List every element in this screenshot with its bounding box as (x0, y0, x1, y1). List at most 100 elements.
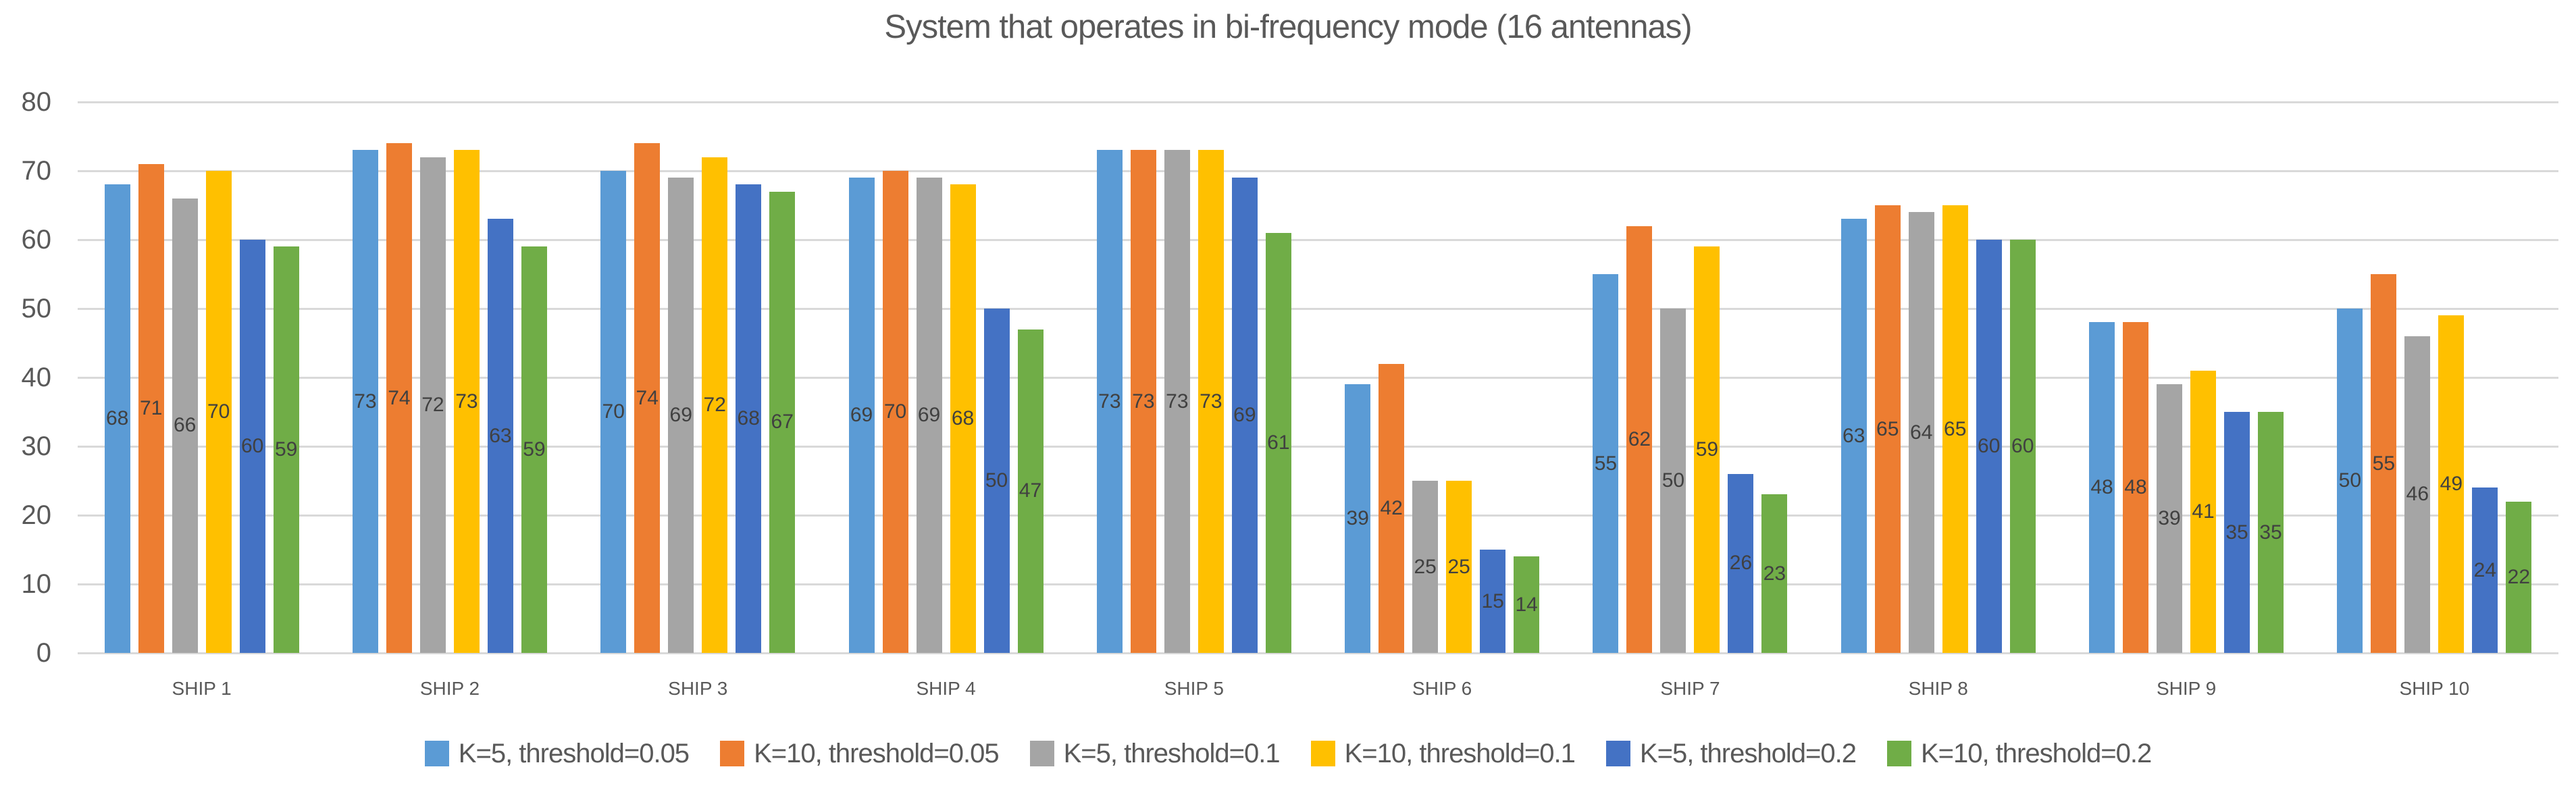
bar: 71 (138, 163, 164, 653)
bar-value-label: 65 (1944, 417, 1967, 440)
gridline (78, 652, 2558, 654)
bar: 68 (950, 184, 976, 653)
legend-item-label: K=10, threshold=0.2 (1920, 738, 2152, 768)
bar: 15 (1480, 550, 1506, 653)
legend-swatch-icon (424, 741, 449, 766)
bar: 65 (1942, 205, 1968, 653)
bar: 69 (916, 178, 942, 653)
x-axis-category-label: SHIP 3 (668, 678, 728, 699)
bar-value-label: 67 (771, 411, 794, 433)
bar-value-label: 15 (1481, 589, 1504, 612)
bar: 35 (2224, 412, 2250, 653)
legend-item: K=10, threshold=0.1 (1310, 739, 1576, 769)
bar-value-label: 71 (139, 396, 163, 419)
y-axis-tick-label: 50 (21, 294, 52, 323)
bar: 39 (2157, 384, 2183, 653)
y-axis-tick-label: 0 (36, 638, 51, 668)
bar: 73 (1096, 150, 1123, 653)
bar: 70 (205, 171, 232, 653)
bar-value-label: 69 (669, 404, 692, 427)
legend-swatch-icon (720, 741, 745, 766)
bar-value-label: 39 (2158, 507, 2181, 530)
bar: 68 (104, 184, 130, 653)
bar: 73 (1130, 150, 1156, 653)
bar-value-label: 42 (1380, 496, 1403, 519)
bar-value-label: 62 (1628, 427, 1651, 450)
bar-value-label: 73 (1132, 390, 1155, 413)
y-axis-tick-label: 20 (21, 500, 52, 530)
bar: 39 (1345, 384, 1371, 653)
bar-value-label: 70 (602, 400, 625, 423)
bar: 61 (1265, 232, 1291, 653)
bar: 48 (2123, 322, 2149, 653)
bar: 59 (273, 246, 299, 653)
bar-group: 73 73 73 73 69 61 (1070, 102, 1318, 653)
y-axis-tick-label: 80 (21, 87, 52, 117)
bar-value-label: 23 (1763, 562, 1786, 585)
bar-group: 55 62 50 59 26 23 (1566, 102, 1814, 653)
bar-value-label: 73 (1200, 390, 1222, 413)
bar-value-label: 70 (883, 400, 907, 423)
bar-value-label: 60 (1978, 435, 2001, 457)
y-axis-tick-label: 40 (21, 363, 52, 392)
bar-group: 39 42 25 25 15 14 (1318, 102, 1566, 653)
bar: 24 (2472, 488, 2498, 653)
bar: 66 (172, 198, 198, 653)
bar-value-label: 59 (1695, 438, 1719, 461)
bar-value-label: 48 (2124, 476, 2147, 499)
legend-swatch-icon (1029, 741, 1054, 766)
bar-group: 70 74 69 72 68 67 (574, 102, 822, 653)
bar-value-label: 72 (703, 393, 726, 416)
x-axis-category-label: SHIP 1 (172, 678, 232, 699)
bar: 74 (634, 143, 661, 653)
y-axis-tick-label: 60 (21, 225, 52, 255)
x-axis-category-label: SHIP 4 (916, 678, 976, 699)
bar: 69 (1231, 178, 1258, 653)
legend-item: K=10, threshold=0.05 (720, 739, 1000, 769)
bar-value-label: 48 (2090, 476, 2113, 499)
bar-value-label: 68 (105, 407, 129, 430)
bar-value-label: 60 (2011, 435, 2034, 457)
bar-value-label: 50 (1661, 469, 1685, 492)
bar: 49 (2438, 315, 2465, 653)
bar: 48 (2089, 322, 2115, 653)
bar: 73 (453, 150, 480, 653)
gridline (78, 238, 2558, 241)
bar: 50 (983, 309, 1010, 653)
x-axis-category-label: SHIP 5 (1164, 678, 1224, 699)
bar-value-label: 73 (1166, 390, 1189, 413)
bar-group: 69 70 69 68 50 47 (822, 102, 1070, 653)
bar: 42 (1379, 363, 1405, 653)
bar-value-label: 63 (489, 424, 512, 447)
bar-value-label: 73 (1098, 390, 1121, 413)
bar-value-label: 41 (2192, 500, 2215, 523)
bar-value-label: 72 (421, 393, 444, 416)
bar-value-label: 66 (173, 414, 197, 437)
x-axis-category-label: SHIP 2 (419, 678, 480, 699)
bar-value-label: 25 (1414, 555, 1437, 578)
bar: 50 (2337, 309, 2363, 653)
bar-value-label: 61 (1267, 431, 1290, 454)
legend-item-label: K=5, threshold=0.05 (458, 738, 690, 768)
bar: 73 (1197, 150, 1224, 653)
gridline (78, 307, 2558, 310)
bar: 68 (736, 184, 762, 653)
bar-value-label: 68 (737, 407, 760, 430)
bar: 41 (2190, 370, 2217, 653)
legend-item: K=5, threshold=0.05 (424, 738, 690, 769)
bar: 64 (1908, 212, 1934, 653)
bar-value-label: 39 (1346, 507, 1369, 530)
bar-value-label: 14 (1515, 593, 1538, 616)
gridline (78, 101, 2558, 103)
bar: 47 (1017, 329, 1044, 653)
bar: 46 (2404, 336, 2431, 653)
bar-group: 48 48 39 41 35 35 (2062, 102, 2310, 653)
gridline (78, 169, 2558, 172)
legend-swatch-icon (1605, 741, 1630, 766)
bar: 63 (1840, 219, 1867, 653)
legend: K=5, threshold=0.05 K=10, threshold=0.05 K… (0, 733, 2576, 774)
bar: 63 (487, 219, 513, 653)
bar-value-label: 35 (2225, 521, 2248, 544)
bar: 60 (2009, 240, 2036, 653)
